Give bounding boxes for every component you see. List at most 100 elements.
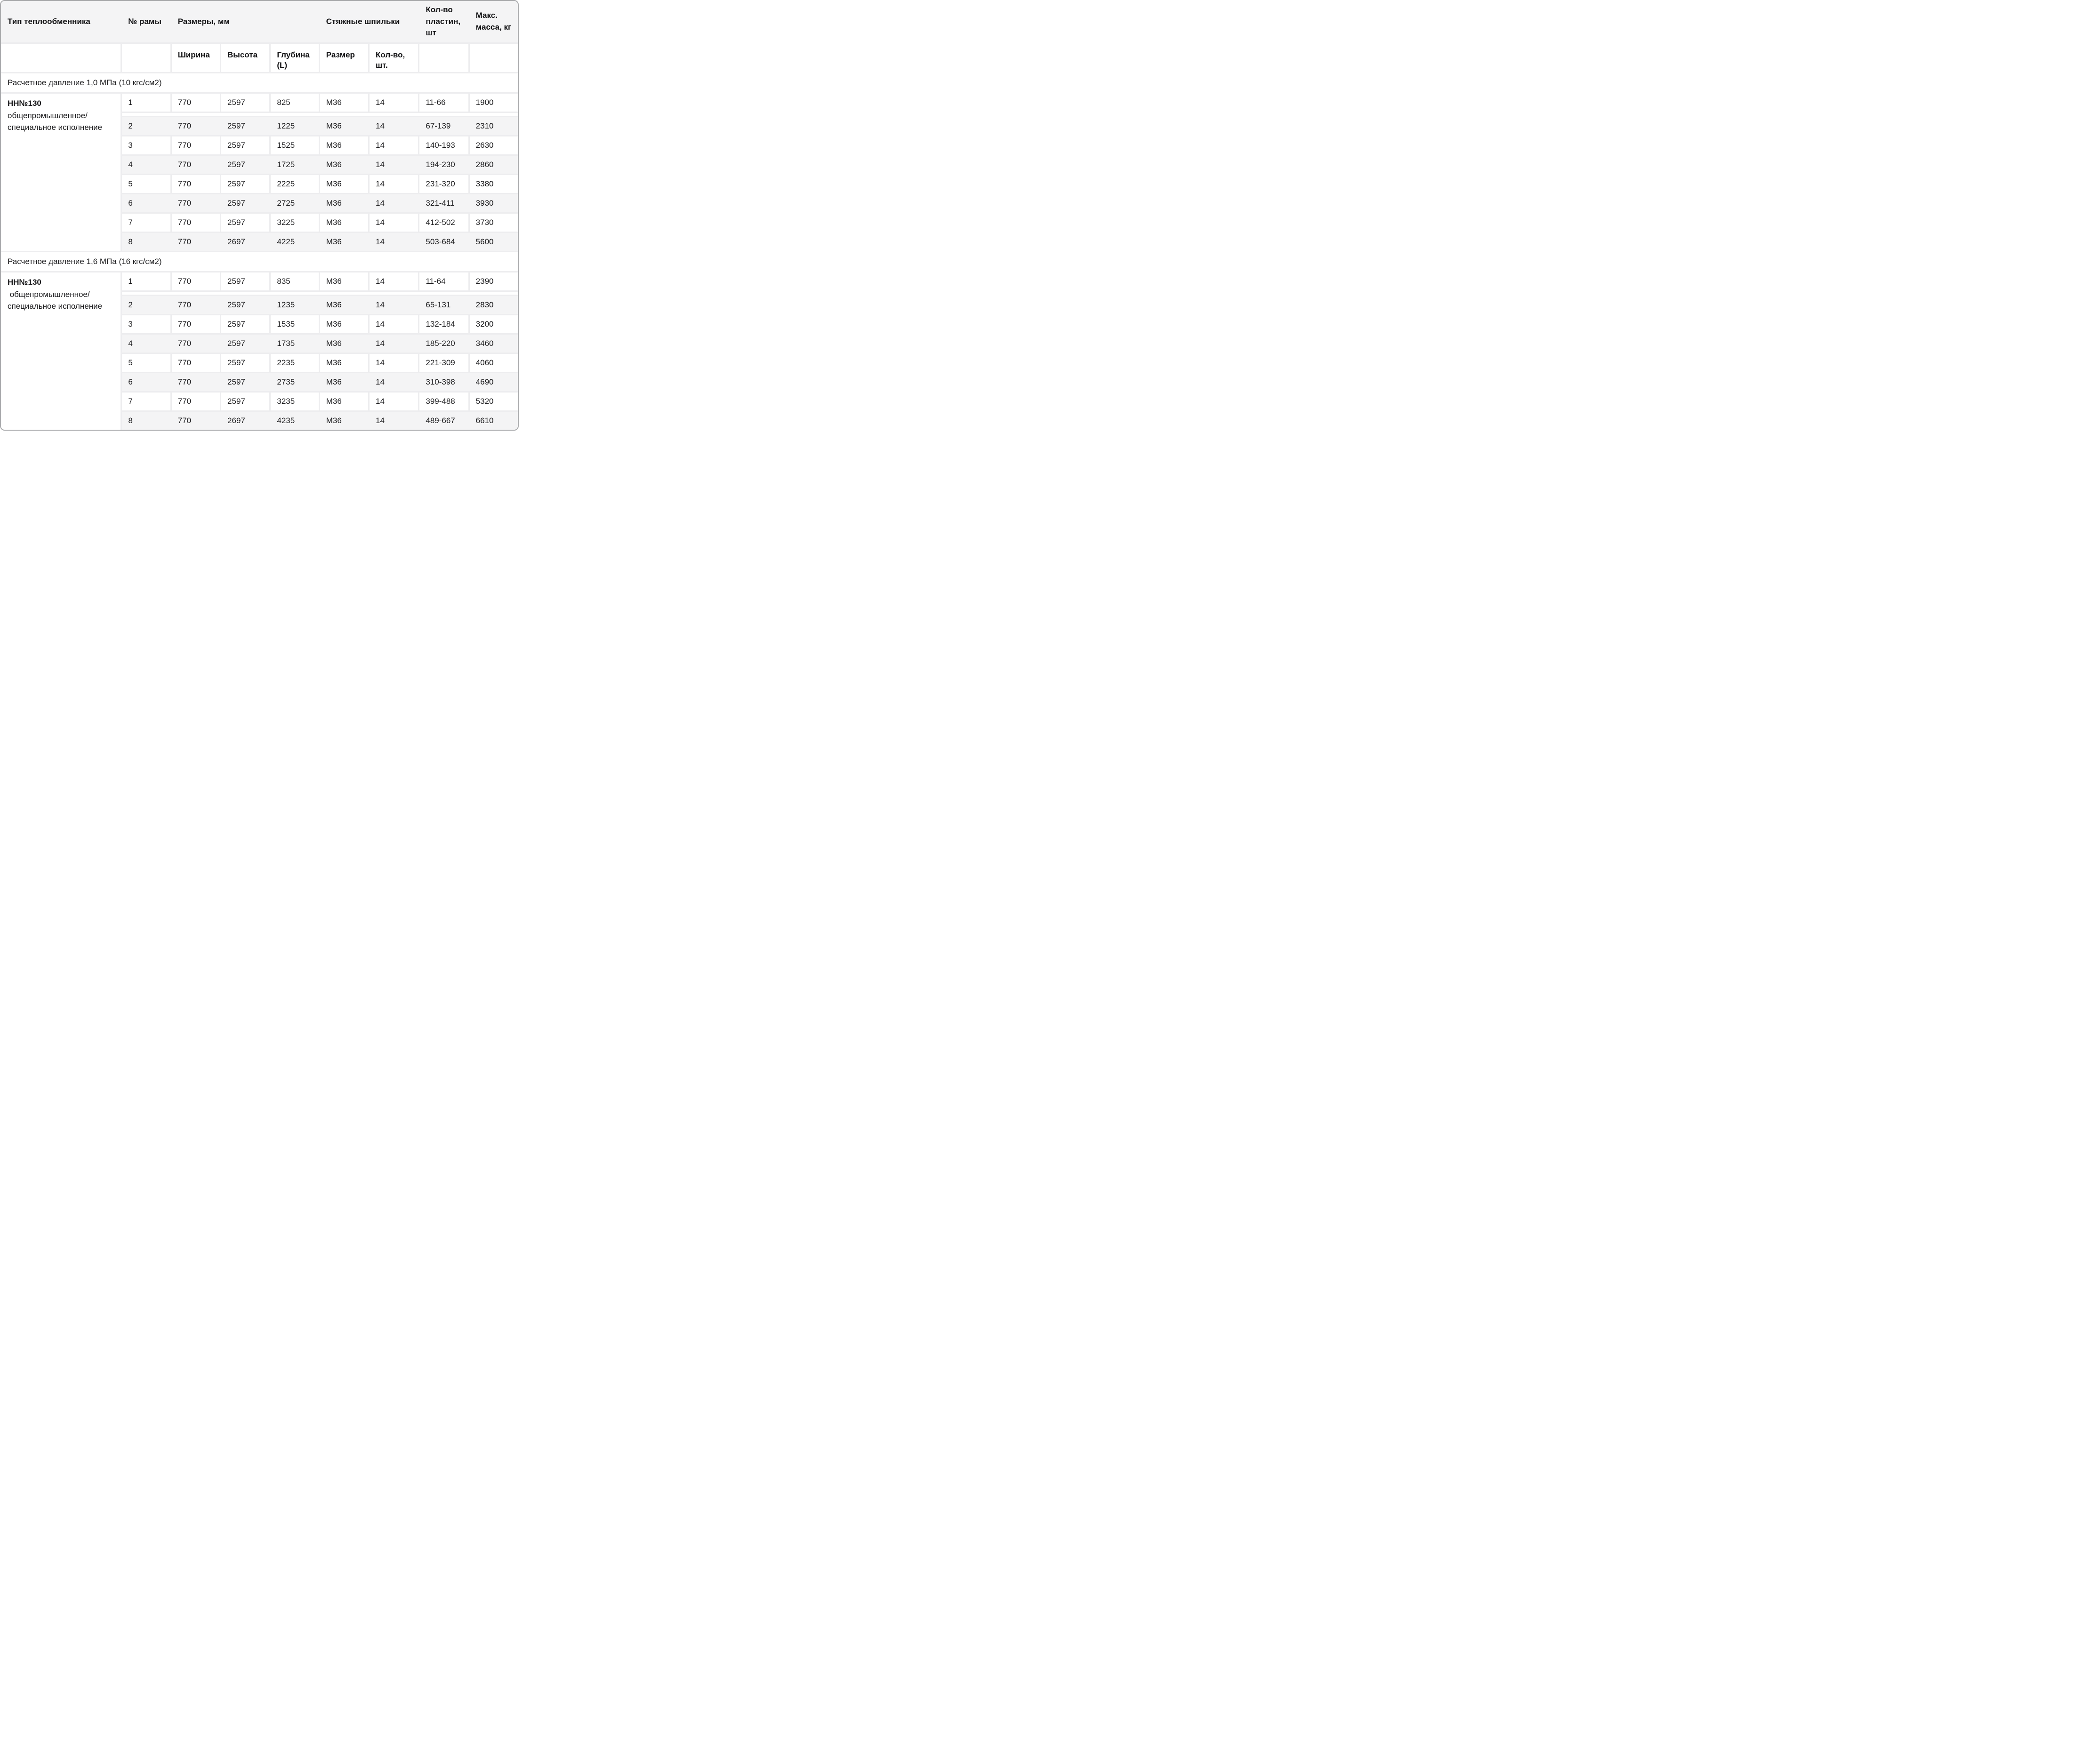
cell-width: 770 — [171, 315, 220, 333]
header-plate-count: Кол-во пластин, шт — [426, 5, 461, 38]
cell-plate-count: 231-320 — [419, 175, 468, 193]
cell-stud-qty: 14 — [370, 273, 418, 290]
row-stripe — [122, 296, 518, 314]
cell-height: 2597 — [221, 214, 270, 232]
cell-max-mass: 5600 — [475, 237, 494, 246]
cell-stud-qty: 14 — [370, 354, 418, 372]
subheader-height: Высота — [221, 44, 270, 72]
cell-frame-number: 4 — [128, 160, 133, 169]
cell-plate-count: 67-139 — [426, 121, 451, 130]
cell-frame-number: 7 — [122, 214, 170, 232]
row-stripe — [122, 412, 518, 430]
cell-max-mass: 4060 — [469, 354, 518, 372]
row-stripe — [122, 335, 518, 353]
cell-stud-size: М36 — [320, 273, 369, 290]
cell-depth: 835 — [271, 273, 319, 290]
cell-stud-size: М36 — [326, 160, 342, 169]
cell-depth: 1235 — [277, 300, 295, 309]
cell-stud-qty: 14 — [370, 136, 418, 154]
cell-stud-size: М36 — [320, 94, 369, 112]
row-stripe — [122, 156, 518, 174]
cell-width: 770 — [177, 339, 192, 348]
cell-frame-number: 4 — [128, 339, 133, 348]
cell-height: 2597 — [221, 273, 270, 290]
cell-stud-qty: 14 — [376, 339, 385, 348]
cell-stud-size: М36 — [326, 377, 342, 386]
cell-depth: 1535 — [271, 315, 319, 333]
section-title-pressure-16: Расчетное давление 1,6 МПа (16 кгс/см2) — [1, 252, 518, 271]
cell-stud-size: М36 — [326, 121, 342, 130]
subheader-width: Ширина — [171, 44, 220, 72]
exchanger-group-subtitle: общепромышленное/ специальное исполнение — [8, 289, 103, 311]
cell-stud-size: М36 — [320, 214, 369, 232]
subheader-empty-mass — [469, 44, 518, 72]
cell-stud-size: М36 — [326, 300, 342, 309]
cell-max-mass: 3460 — [475, 339, 494, 348]
cell-stud-qty: 14 — [376, 416, 385, 425]
header-max-mass: Макс. масса, кг — [475, 11, 512, 32]
cell-plate-count: 194-230 — [426, 160, 455, 169]
cell-stud-qty: 14 — [370, 315, 418, 333]
cell-width: 770 — [177, 199, 192, 208]
cell-max-mass: 3930 — [475, 199, 494, 208]
cell-depth: 1735 — [277, 339, 295, 348]
row-spacer — [122, 292, 518, 295]
subheader-empty-type — [1, 44, 121, 72]
cell-plate-count: 132-184 — [419, 315, 468, 333]
section-title-pressure-10: Расчетное давление 1,0 МПа (10 кгс/см2) — [1, 73, 518, 92]
cell-plate-count: 140-193 — [419, 136, 468, 154]
cell-stud-size: М36 — [326, 199, 342, 208]
cell-frame-number: 6 — [128, 199, 133, 208]
cell-plate-count: 65-131 — [426, 300, 451, 309]
exchanger-group-cell: НН№130 общепромышленное/ специальное исп… — [1, 94, 121, 251]
cell-max-mass: 1900 — [469, 94, 518, 112]
cell-stud-size: М36 — [320, 315, 369, 333]
cell-max-mass: 3380 — [469, 175, 518, 193]
subheader-stud-qty: Кол-во, шт. — [370, 44, 418, 72]
cell-stud-size: М36 — [320, 393, 369, 410]
cell-plate-count: 11-66 — [419, 94, 468, 112]
subheader-empty-frame — [122, 44, 170, 72]
cell-stud-qty: 14 — [376, 160, 385, 169]
cell-depth: 1225 — [277, 121, 295, 130]
cell-max-mass: 3730 — [469, 214, 518, 232]
cell-width: 770 — [177, 377, 192, 386]
row-stripe — [122, 373, 518, 391]
cell-plate-count: 185-220 — [426, 339, 455, 348]
cell-height: 2697 — [227, 237, 245, 246]
cell-width: 770 — [171, 354, 220, 372]
cell-width: 770 — [171, 136, 220, 154]
cell-depth: 2235 — [271, 354, 319, 372]
cell-frame-number: 3 — [122, 136, 170, 154]
cell-depth: 1525 — [271, 136, 319, 154]
cell-max-mass: 2390 — [469, 273, 518, 290]
cell-stud-size: М36 — [320, 136, 369, 154]
cell-stud-qty: 14 — [376, 199, 385, 208]
exchanger-group-cell: НН№130 общепромышленное/ специальное исп… — [1, 273, 121, 430]
cell-stud-size: М36 — [320, 354, 369, 372]
cell-frame-number: 7 — [122, 393, 170, 410]
cell-max-mass: 2310 — [475, 121, 494, 130]
cell-depth: 1725 — [277, 160, 295, 169]
cell-width: 770 — [177, 416, 192, 425]
cell-width: 770 — [177, 300, 192, 309]
cell-depth: 2725 — [277, 199, 295, 208]
cell-width: 770 — [177, 160, 192, 169]
cell-depth: 2735 — [277, 377, 295, 386]
cell-depth: 3225 — [271, 214, 319, 232]
cell-frame-number: 2 — [128, 121, 133, 130]
cell-depth: 3235 — [271, 393, 319, 410]
cell-stud-qty: 14 — [376, 377, 385, 386]
cell-height: 2597 — [221, 94, 270, 112]
cell-width: 770 — [171, 393, 220, 410]
row-spacer — [122, 113, 518, 116]
cell-plate-count: 503-684 — [426, 237, 455, 246]
cell-plate-count: 11-64 — [419, 273, 468, 290]
cell-frame-number: 1 — [122, 273, 170, 290]
spec-table-card: Тип теплообменника № рамы Размеры, мм Ст… — [0, 0, 519, 431]
header-tie-studs: Стяжные шпильки — [326, 16, 400, 26]
subheader-empty-plates — [419, 44, 468, 72]
cell-height: 2597 — [221, 136, 270, 154]
cell-stud-size: М36 — [326, 416, 342, 425]
cell-frame-number: 5 — [122, 175, 170, 193]
